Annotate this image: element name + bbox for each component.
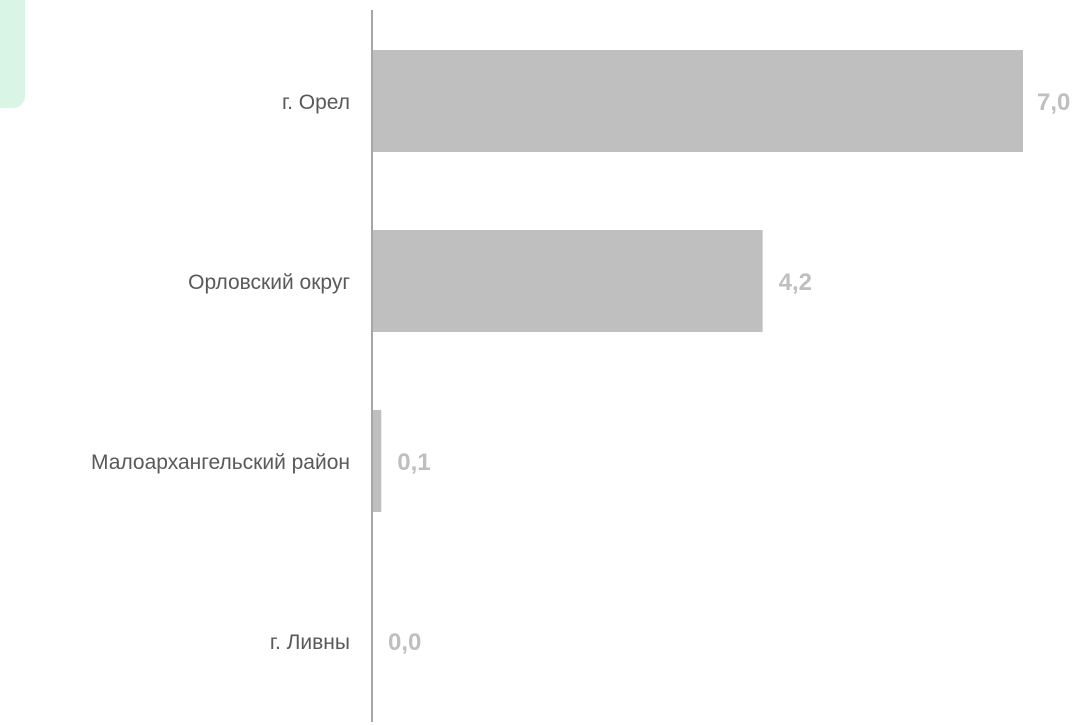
- category-label-0: г. Орел: [282, 91, 350, 114]
- category-label-3: г. Ливны: [270, 631, 350, 654]
- bars-group: [372, 50, 1023, 512]
- value-label-0: 7,0: [1037, 89, 1070, 116]
- corner-accent: [0, 0, 25, 108]
- category-label-2: Малоархангельский район: [91, 451, 350, 474]
- category-label-1: Орловский округ: [188, 271, 350, 294]
- value-label-1: 4,2: [779, 269, 812, 296]
- bar-0: [372, 50, 1023, 152]
- value-label-2: 0,1: [397, 449, 430, 476]
- value-labels-group: 7,0 4,2 0,1 0,0: [388, 89, 1070, 656]
- bar-1: [372, 230, 763, 332]
- category-labels-group: г. Орел Орловский округ Малоархангельский …: [91, 91, 350, 654]
- value-label-3: 0,0: [388, 629, 421, 656]
- bar-2: [372, 410, 382, 512]
